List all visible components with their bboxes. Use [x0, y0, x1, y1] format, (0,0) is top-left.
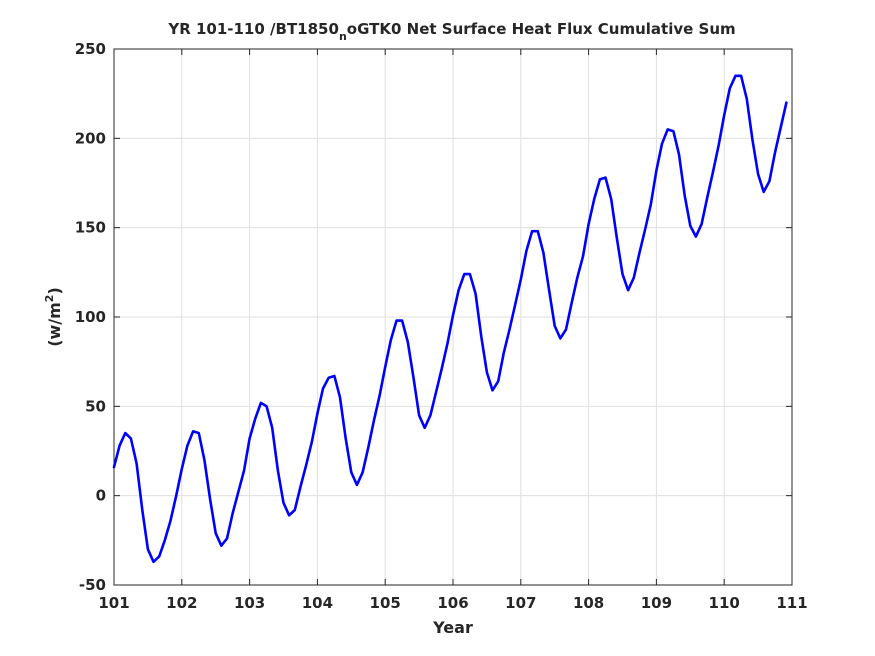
x-tick-label-8: 109	[641, 594, 672, 612]
y-tick-label-1: 0	[96, 487, 106, 505]
y-axis-label-base: (w/m	[45, 302, 64, 347]
y-axis-label: (w/m2)	[43, 287, 64, 347]
series-layer	[112, 74, 788, 564]
y-tick-label-6: 250	[75, 40, 106, 58]
y-axis-label-superscript: 2	[43, 295, 56, 303]
y-tick-label-0: -50	[79, 576, 106, 594]
chart-title: YR 101-110 /BT1850noGTK0 Net Surface Hea…	[167, 20, 735, 43]
x-tick-label-4: 105	[370, 594, 401, 612]
x-tick-label-1: 102	[166, 594, 197, 612]
x-tick-label-10: 111	[776, 594, 807, 612]
y-tick-label-5: 200	[75, 129, 106, 147]
ticks: 101 102 103 104 105 106 107 108 109 110 111 -50 0 50 1…	[75, 40, 808, 612]
y-tick-label-4: 150	[75, 219, 106, 237]
chart-title-main: YR 101-110 /BT1850	[167, 20, 339, 38]
x-tick-label-5: 106	[437, 594, 468, 612]
y-axis-label-close: )	[45, 287, 64, 294]
x-tick-label-9: 110	[709, 594, 740, 612]
x-tick-label-6: 107	[505, 594, 536, 612]
y-tick-label-3: 100	[75, 308, 106, 326]
x-axis-label: Year	[432, 618, 473, 637]
y-tick-label-2: 50	[85, 397, 106, 415]
x-tick-label-7: 108	[573, 594, 604, 612]
chart-title-rest: oGTK0 Net Surface Heat Flux Cumulative S…	[347, 20, 736, 38]
series-line-0	[112, 74, 788, 564]
x-tick-label-3: 104	[302, 594, 333, 612]
x-tick-label-0: 101	[98, 594, 129, 612]
x-tick-label-2: 103	[234, 594, 265, 612]
chart-title-subscript: n	[339, 30, 347, 43]
